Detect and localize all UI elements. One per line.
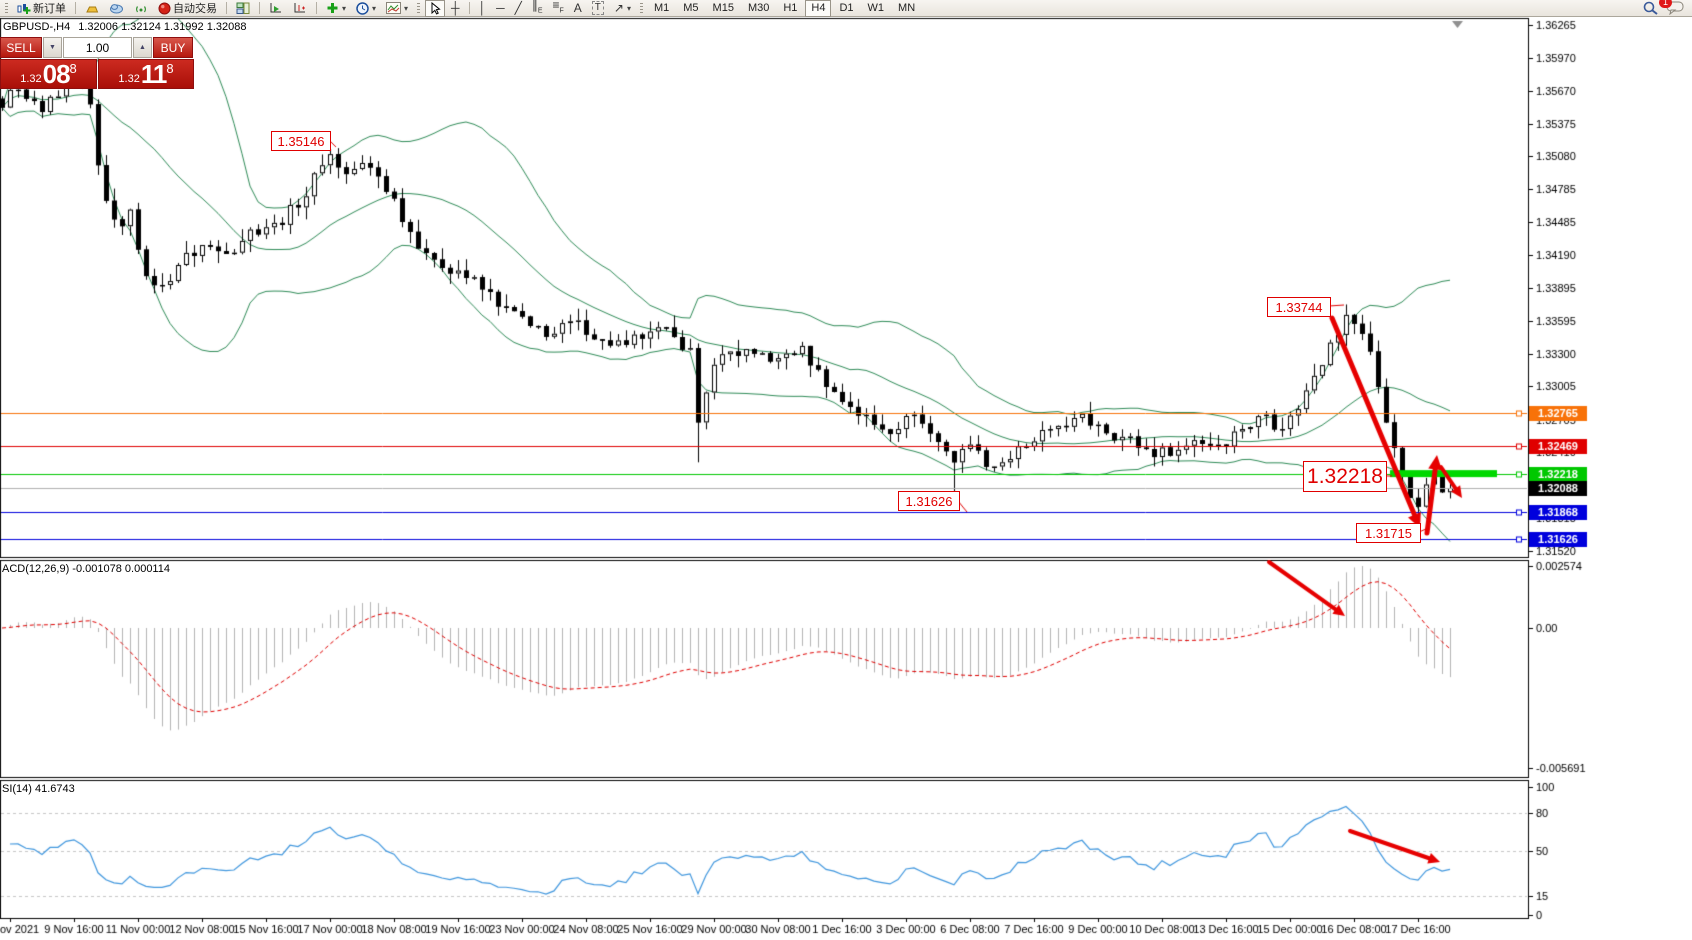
timeframe-m30[interactable]: M30 <box>747 2 770 14</box>
cursor-tool-button[interactable] <box>425 0 446 17</box>
separator <box>468 2 470 14</box>
clock-icon <box>356 1 369 15</box>
chart-shift-button[interactable] <box>289 0 311 17</box>
bid-prefix: 1.32 <box>20 73 42 85</box>
tile-windows-button[interactable] <box>232 0 254 17</box>
text-tool-button[interactable]: A <box>570 0 586 17</box>
gold-ingot-icon <box>86 6 99 13</box>
template-icon <box>386 2 402 14</box>
ask-pipette: 8 <box>166 61 174 76</box>
autotrading-icon <box>158 2 171 14</box>
new-order-label: 新订单 <box>33 3 66 15</box>
dropdown-arrow-icon: ▾ <box>626 3 631 13</box>
chart-header: GBPUSD-,H4 1.32006 1.32124 1.31992 1.3208… <box>3 21 254 33</box>
new-order-icon <box>17 3 31 14</box>
price-annotation-1.33744[interactable]: 1.33744 <box>1267 297 1331 317</box>
cursor-arrow-icon <box>431 1 441 15</box>
horizontal-line-icon: ─ <box>496 1 505 15</box>
volume-input[interactable] <box>63 37 132 58</box>
templates-button[interactable]: ▾ <box>382 0 412 17</box>
price-annotation-1.31715[interactable]: 1.31715 <box>1356 523 1421 543</box>
volume-decrease-button[interactable]: ▼ <box>43 37 62 58</box>
indicators-button[interactable]: ▾ <box>322 0 350 17</box>
timeframe-m1[interactable]: M1 <box>653 2 670 14</box>
timeframe-h4[interactable]: H4 <box>805 0 832 17</box>
equidistant-channel-icon: ∥E <box>531 0 543 15</box>
toolbar-grip[interactable] <box>5 2 8 14</box>
macd-indicator-label: ACD(12,26,9) -0.001078 0.000114 <box>2 563 170 575</box>
bid-big-digits: 08 <box>42 59 71 89</box>
rsi-indicator-label: SI(14) 41.6743 <box>2 783 75 795</box>
timeframe-mn[interactable]: MN <box>898 2 916 14</box>
market-cloud-button[interactable] <box>105 0 128 17</box>
arrows-tool-button[interactable]: ↗ ▾ <box>610 0 635 17</box>
chart-shift-icon <box>294 3 305 13</box>
toolbar-grip[interactable] <box>639 2 643 14</box>
separator <box>259 2 260 14</box>
periods-button[interactable]: ▾ <box>352 0 380 17</box>
search-icon[interactable] <box>1643 1 1658 15</box>
vertical-line-tool-button[interactable]: │ <box>475 0 491 17</box>
timeframe-d1[interactable]: D1 <box>839 2 854 14</box>
separator <box>75 2 76 14</box>
text-label-icon: T <box>591 1 604 15</box>
autotrading-label: 自动交易 <box>173 3 217 15</box>
dropdown-arrow-icon: ▾ <box>404 3 409 13</box>
text-label-tool-button[interactable]: T <box>588 0 608 17</box>
dropdown-arrow-icon: ▾ <box>372 3 377 13</box>
ask-price-display[interactable]: 1.32 11 8 <box>98 59 194 89</box>
horizontal-line-tool-button[interactable]: ─ <box>492 0 509 17</box>
ohlc-values: 1.32006 1.32124 1.31992 1.32088 <box>78 21 247 33</box>
symbol-timeframe-label: GBPUSD-,H4 <box>3 21 71 33</box>
ask-prefix: 1.32 <box>118 73 140 85</box>
separator <box>226 2 227 14</box>
price-annotation-1.32218[interactable]: 1.32218 <box>1303 461 1387 492</box>
fibonacci-tool-button[interactable]: ≡F <box>548 0 567 17</box>
volume-increase-button[interactable]: ▲ <box>133 37 152 58</box>
main-toolbar: 新订单 自动交易 <box>0 0 1692 17</box>
trendline-tool-button[interactable]: ╱ <box>511 0 526 17</box>
dropdown-arrow-icon: ▾ <box>342 3 347 13</box>
crosshair-icon: ┼ <box>451 1 460 15</box>
chart-autoscroll-icon <box>270 3 281 13</box>
crosshair-tool-button[interactable]: ┼ <box>447 0 464 17</box>
price-annotation-1.31626[interactable]: 1.31626 <box>898 491 960 511</box>
bid-pipette: 8 <box>69 61 77 76</box>
chart-autoscroll-button[interactable] <box>265 0 287 17</box>
market-gold-icon-button[interactable] <box>81 0 103 17</box>
cloud-icon <box>110 4 123 14</box>
ask-big-digits: 11 <box>140 59 167 89</box>
trendline-icon: ╱ <box>514 1 522 15</box>
price-annotation-1.35146[interactable]: 1.35146 <box>271 131 331 151</box>
signals-button[interactable] <box>130 0 152 17</box>
channel-tool-button[interactable]: ∥E <box>528 0 547 17</box>
timeframe-m15[interactable]: M15 <box>712 2 734 14</box>
vertical-line-icon: │ <box>478 1 487 15</box>
timeframe-h1[interactable]: H1 <box>783 2 798 14</box>
signal-icon <box>136 6 146 13</box>
sell-button[interactable]: SELL <box>0 37 42 58</box>
notification-badge: 1 <box>1659 0 1672 8</box>
separator <box>316 2 317 14</box>
bid-price-display[interactable]: 1.32 08 8 <box>0 59 97 89</box>
toolbar-grip[interactable] <box>417 2 421 14</box>
autotrading-button[interactable]: 自动交易 <box>154 0 221 17</box>
timeframe-w1[interactable]: W1 <box>867 2 885 14</box>
notifications-button[interactable]: 1 <box>1659 0 1684 15</box>
buy-button[interactable]: BUY <box>153 37 193 58</box>
fibonacci-icon: ≡F <box>552 0 564 15</box>
indicators-icon <box>327 3 338 13</box>
text-icon: A <box>573 1 582 15</box>
timeframe-m5[interactable]: M5 <box>683 2 699 14</box>
tile-windows-icon <box>236 2 250 14</box>
new-order-button[interactable]: 新订单 <box>13 0 70 17</box>
arrow-objects-icon: ↗ <box>613 1 624 15</box>
